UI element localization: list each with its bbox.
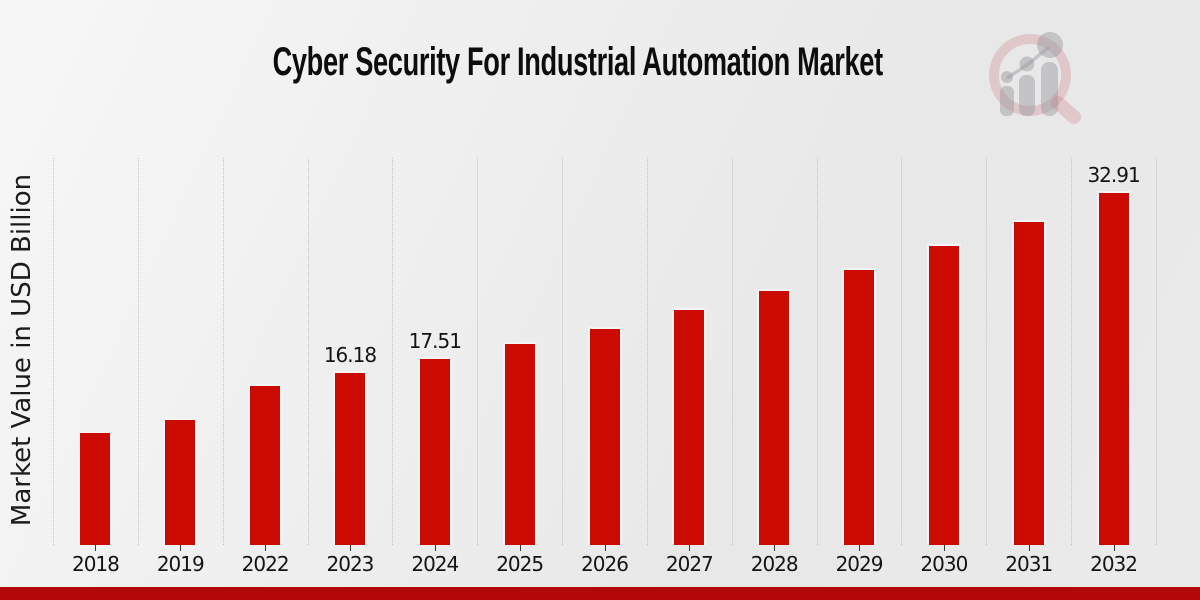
gridline xyxy=(307,158,309,545)
x-axis-tick xyxy=(859,545,861,551)
bar-2031 xyxy=(1011,219,1046,545)
y-axis-title-text: Market Value in USD Billion xyxy=(7,173,37,527)
x-axis-tick xyxy=(519,545,521,551)
x-axis-tick xyxy=(604,545,606,551)
gridline xyxy=(816,158,818,545)
bottom-accent-strip xyxy=(0,587,1200,600)
x-tick-label-2032: 2032 xyxy=(1090,552,1138,576)
x-axis-tick xyxy=(349,545,351,551)
x-axis-tick xyxy=(943,545,945,551)
plot-area: 2018 2019 2022 2023 16.18 2024 17.51 2025 2026 20… xyxy=(53,158,1157,576)
gridline xyxy=(562,158,564,545)
data-label-2024: 17.51 xyxy=(408,328,462,353)
gridline xyxy=(646,158,648,545)
x-tick-label-2024: 2024 xyxy=(411,552,459,576)
bar-2018 xyxy=(78,430,113,545)
bar-2024 xyxy=(417,356,452,545)
chart-title-text: Cyber Security For Industrial Automation… xyxy=(272,40,884,84)
x-tick-label-2026: 2026 xyxy=(581,552,629,576)
gridline xyxy=(731,158,733,545)
gridline xyxy=(137,158,139,545)
magnifier-bar-chart-logo-icon xyxy=(989,32,1081,124)
bar-2030 xyxy=(926,243,961,545)
x-axis-tick xyxy=(1028,545,1030,551)
bar-2026 xyxy=(587,327,622,545)
gridline xyxy=(1156,158,1157,545)
x-axis-tick xyxy=(265,545,267,551)
gridline xyxy=(986,158,988,545)
x-tick-label-2027: 2027 xyxy=(665,552,714,576)
x-tick-label-2031: 2031 xyxy=(1005,552,1053,576)
chart-title: Cyber Security For Industrial Automation… xyxy=(0,40,1156,85)
x-tick-label-2025: 2025 xyxy=(496,552,544,576)
x-axis-tick xyxy=(689,545,691,551)
gridline xyxy=(477,158,479,545)
gridline xyxy=(901,158,903,545)
x-tick-label-2022: 2022 xyxy=(241,552,290,576)
bar-2019 xyxy=(163,418,198,545)
x-tick-label-2028: 2028 xyxy=(750,552,799,576)
bar-2032 xyxy=(1096,191,1131,545)
bar-2022 xyxy=(248,384,283,545)
x-axis-tick xyxy=(434,545,436,551)
gridline xyxy=(392,158,394,545)
x-axis-tick xyxy=(774,545,776,551)
gridline xyxy=(53,158,54,545)
bar-2028 xyxy=(757,288,792,545)
x-tick-label-2023: 2023 xyxy=(326,552,375,576)
x-axis-tick xyxy=(1113,545,1115,551)
bar-2023 xyxy=(332,371,367,545)
x-tick-label-2030: 2030 xyxy=(920,552,968,576)
gridline xyxy=(222,158,224,545)
x-axis-tick xyxy=(180,545,182,551)
bar-2029 xyxy=(842,267,877,545)
x-tick-label-2029: 2029 xyxy=(835,552,884,576)
bar-2027 xyxy=(672,307,707,545)
x-tick-label-2019: 2019 xyxy=(156,552,205,576)
x-axis-tick xyxy=(95,545,97,551)
bar-2025 xyxy=(502,342,537,545)
x-tick-label-2018: 2018 xyxy=(71,552,120,576)
gridline xyxy=(1071,158,1073,545)
data-label-2032: 32.91 xyxy=(1087,163,1140,188)
data-label-2023: 16.18 xyxy=(323,343,377,368)
